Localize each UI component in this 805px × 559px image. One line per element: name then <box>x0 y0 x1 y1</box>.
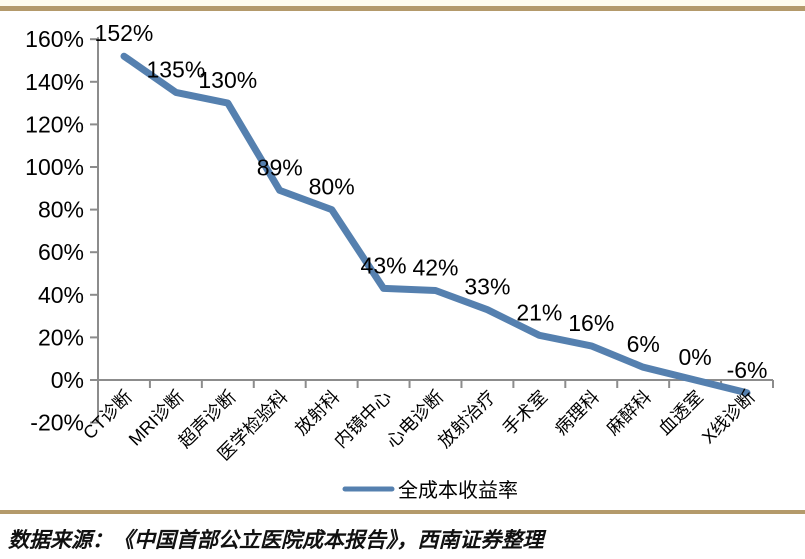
category-label: 麻醉科 <box>603 387 655 439</box>
source-note: 数据来源：《中国首部公立医院成本报告》，西南证券整理 <box>8 528 544 552</box>
data-label: 135% <box>146 56 205 82</box>
gold-divider-top <box>0 6 805 11</box>
line-chart: 160% 140% 120% 100% 80% 60% 40% 20% 0% -20% 152% 13… <box>25 20 774 502</box>
data-label: 21% <box>516 299 562 325</box>
cream-strip <box>0 0 805 6</box>
data-label: 0% <box>678 344 711 370</box>
category-label: 放射治疗 <box>434 387 499 452</box>
data-label: 43% <box>361 252 407 278</box>
y-tick-label: 0% <box>51 367 84 393</box>
data-label: 130% <box>198 67 257 93</box>
footer: 数据来源：《中国首部公立医院成本报告》，西南证券整理 <box>0 514 805 559</box>
y-tick-label: 40% <box>38 282 84 308</box>
data-label: 6% <box>627 331 660 357</box>
category-label: X线诊断 <box>698 387 759 448</box>
data-label: -6% <box>727 357 768 383</box>
y-tick-label: 60% <box>38 239 84 265</box>
data-label: 89% <box>257 154 303 180</box>
y-tick-label: 120% <box>25 111 84 137</box>
data-label: 16% <box>568 310 614 336</box>
data-label: 33% <box>464 274 510 300</box>
y-tick-label: 160% <box>25 26 84 52</box>
chart-area: 160% 140% 120% 100% 80% 60% 40% 20% 0% -20% 152% 13… <box>0 11 805 510</box>
category-label: 病理科 <box>551 387 603 439</box>
y-tick-label: -20% <box>30 410 84 436</box>
y-tick-label: 80% <box>38 197 84 223</box>
y-tick-label: 20% <box>38 324 84 350</box>
data-label: 80% <box>309 174 355 200</box>
data-label: 42% <box>412 255 458 281</box>
category-label: 手术室 <box>499 387 551 439</box>
data-label: 152% <box>95 20 154 46</box>
legend-label: 全成本收益率 <box>398 479 518 502</box>
series-line <box>120 52 751 397</box>
y-tick-label: 100% <box>25 154 84 180</box>
gold-divider-bottom <box>0 510 805 514</box>
y-tick-label: 140% <box>25 69 84 95</box>
